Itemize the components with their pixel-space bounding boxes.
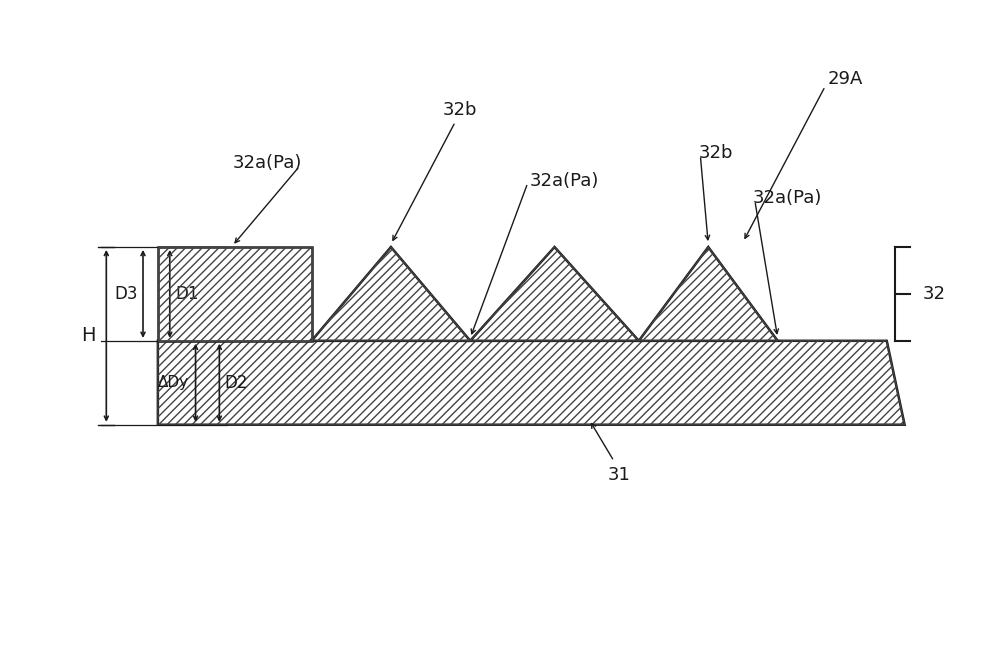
Text: 29A: 29A — [827, 70, 863, 88]
Text: D3: D3 — [114, 285, 138, 303]
Text: 32a(Pa): 32a(Pa) — [530, 172, 599, 190]
Text: 31: 31 — [608, 466, 630, 484]
Polygon shape — [158, 341, 905, 424]
Text: 32b: 32b — [698, 145, 733, 162]
Text: D1: D1 — [175, 285, 198, 303]
Polygon shape — [158, 247, 312, 341]
Text: H: H — [81, 326, 96, 346]
Polygon shape — [312, 247, 470, 341]
Polygon shape — [470, 247, 639, 341]
Text: D2: D2 — [224, 374, 248, 392]
Text: 32a(Pa): 32a(Pa) — [753, 189, 822, 206]
Text: 32b: 32b — [443, 101, 478, 118]
Text: ΔDy: ΔDy — [158, 375, 189, 390]
Polygon shape — [639, 247, 778, 341]
Text: 32: 32 — [922, 285, 945, 303]
Text: 32a(Pa): 32a(Pa) — [232, 154, 302, 172]
